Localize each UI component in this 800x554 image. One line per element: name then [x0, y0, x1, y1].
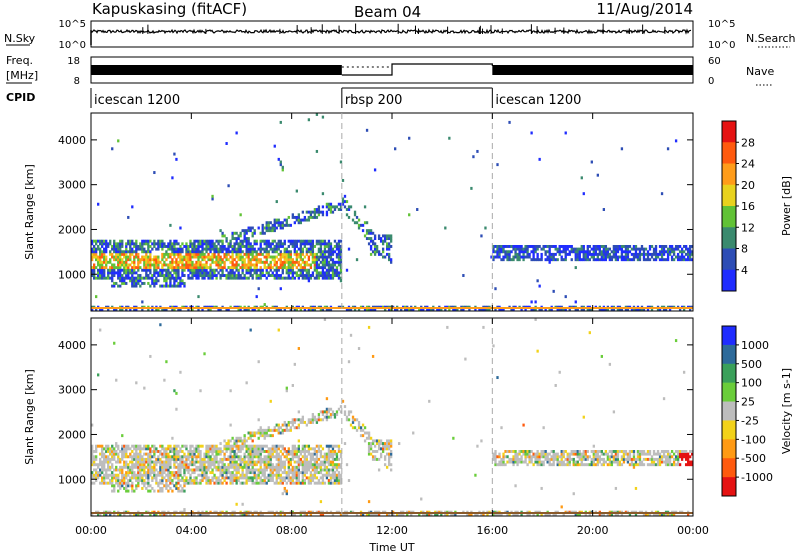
nsky-label: N.Sky: [4, 32, 36, 45]
cpid-segments: icescan 1200 rbsp 200 icescan 1200: [94, 87, 581, 108]
colorbar-tick-label: 100: [741, 377, 762, 390]
nsearch-tick-top: 10^5: [708, 19, 735, 30]
colorbar-swatch: [722, 269, 736, 292]
cpid-segment-label: rbsp 200: [345, 93, 403, 108]
freq-tick-bottom: 8: [74, 76, 80, 87]
nsky-tick-bottom: 10^0: [59, 40, 86, 51]
velocity-panel: 1000 2000 3000 4000 Slant Range [km] 1000 500 1…: [23, 317, 793, 517]
x-tick-label: 08:00: [276, 524, 308, 537]
freq-label: Freq.: [6, 54, 33, 67]
colorbar-tick-label: 16: [741, 200, 755, 213]
nave-tick-bottom: 0: [708, 76, 714, 87]
colorbar-swatch: [722, 227, 736, 249]
colorbar-tick-label: -25: [741, 414, 759, 427]
colorbar-swatch: [722, 248, 736, 271]
heatmaps: 1000 2000 3000 4000 Slant Range [km] 4 8 12 16 20…: [23, 112, 793, 517]
y-tick-label: 1000: [58, 268, 86, 281]
y-axis-label: Slant Range [km]: [23, 164, 36, 260]
colorbar-swatch: [722, 344, 736, 365]
beam-title: Beam 04: [354, 3, 421, 21]
freq-panel: Freq. [MHz] 18 8 60 0 Nave: [6, 54, 774, 87]
y-tick-label: 3000: [58, 179, 86, 192]
y-tick-label: 2000: [58, 223, 86, 236]
colorbar-tick-label: 25: [741, 396, 755, 409]
colorbar-tick-label: 1000: [741, 339, 769, 352]
colorbar-swatch: [722, 439, 736, 459]
cpid-segment-label: icescan 1200: [94, 93, 180, 108]
x-axis-label: Time UT: [368, 541, 414, 554]
nsky-trace: [90, 23, 692, 45]
date-title: 11/Aug/2014: [596, 0, 693, 18]
colorbar-frame: [721, 325, 737, 497]
cpid-segment-label: icescan 1200: [495, 93, 581, 108]
power-cells: [91, 113, 694, 312]
velocity-cells: [91, 318, 694, 517]
colorbar-tick-label: 500: [741, 358, 762, 371]
nsky-panel: N.Sky 10^5 10^0 10^5 10^0 N.Search: [4, 19, 796, 51]
x-tick-label: 04:00: [175, 524, 207, 537]
nave-tick-top: 60: [708, 56, 721, 67]
y-axis-label: Slant Range [km]: [23, 369, 36, 465]
colorbar-tick-label: -500: [741, 452, 766, 465]
colorbar-tick-label: 8: [741, 243, 748, 256]
x-tick-label: 00:00: [75, 524, 107, 537]
colorbar-swatch: [722, 184, 736, 207]
y-tick-label: 4000: [58, 339, 86, 352]
nsky-tick-top: 10^5: [59, 19, 86, 30]
freq-trace: [91, 63, 693, 76]
nsearch-label: N.Search: [746, 32, 796, 45]
colorbar-swatch: [722, 206, 736, 228]
cpid-panel: CPID icescan 1200 rbsp 200 icescan 1200: [6, 87, 581, 108]
freq-tick-top: 18: [67, 56, 80, 67]
station-title: Kapuskasing (fitACF): [92, 0, 247, 18]
power-panel: 1000 2000 3000 4000 Slant Range [km] 4 8 12 16 20…: [23, 112, 793, 312]
nave-label: Nave: [746, 65, 774, 78]
x-tick-label: 16:00: [476, 524, 508, 537]
colorbar-tick-label: -100: [741, 433, 766, 446]
y-tick-label: 2000: [58, 428, 86, 441]
colorbar-tick-label: 4: [741, 264, 748, 277]
y-tick-label: 4000: [58, 134, 86, 147]
colorbar-swatch: [722, 401, 736, 421]
colorbar-label: Power [dB]: [780, 176, 793, 236]
colorbar-swatch: [722, 142, 736, 164]
colorbar-tick-label: 24: [741, 158, 755, 171]
freq-unit: [MHz]: [6, 69, 38, 82]
nsearch-tick-bottom: 10^0: [708, 40, 735, 51]
y-tick-label: 1000: [58, 473, 86, 486]
colorbar-swatch: [722, 382, 736, 402]
colorbar-swatch: [722, 326, 736, 346]
x-tick-label: 12:00: [376, 524, 408, 537]
time-axis: 00:00 04:00 08:00 12:00 16:00 20:00 00:00: [75, 113, 709, 537]
colorbar-swatch: [722, 420, 736, 440]
x-tick-label: 00:00: [677, 524, 709, 537]
colorbar-swatch: [722, 121, 736, 143]
x-tick-label: 20:00: [577, 524, 609, 537]
y-tick-label: 3000: [58, 384, 86, 397]
colorbar-swatch: [722, 477, 736, 497]
colorbar-tick-label: 12: [741, 221, 755, 234]
colorbar-label: Velocity [m s-1]: [780, 368, 793, 454]
colorbar-swatch: [722, 163, 736, 186]
colorbar-tick-label: 28: [741, 136, 755, 149]
colorbar-swatch: [722, 363, 736, 383]
cpid-label: CPID: [6, 91, 35, 104]
colorbar-swatch: [722, 458, 736, 478]
colorbar-tick-label: -1000: [741, 471, 773, 484]
colorbar-tick-label: 20: [741, 179, 755, 192]
